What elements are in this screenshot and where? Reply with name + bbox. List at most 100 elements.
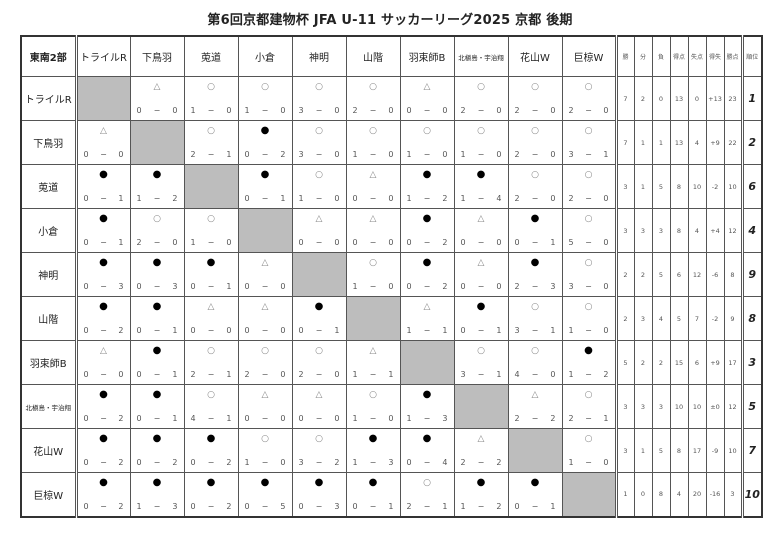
stat-value: 2 (633, 252, 653, 297)
score-separator: − (585, 414, 592, 423)
score-separator: − (531, 194, 539, 203)
goals-against: 1 (280, 194, 286, 203)
match-score: 1 − 2 (137, 194, 178, 203)
goals-against: 3 (172, 501, 178, 511)
goals-against: 0 (334, 194, 340, 203)
match-result-cell: ● 1 − 2 (399, 164, 455, 209)
stat-value: 20 (687, 472, 707, 517)
match-score: 0 − 0 (299, 414, 340, 423)
win-circle-icon: ○ (261, 346, 269, 356)
match-score: 1 − 3 (353, 458, 394, 467)
draw-triangle-icon: △ (369, 214, 377, 224)
match-score: 0 − 1 (353, 502, 394, 511)
goals-for: 0 (136, 106, 142, 115)
match-result-cell: ○ 3 − 2 (291, 428, 347, 473)
goals-for: 0 (83, 370, 89, 379)
goals-for: 2 (568, 414, 574, 423)
loss-dot-icon: ● (152, 433, 162, 444)
match-score: 5 − 0 (569, 238, 609, 247)
stat-header: 得点 (669, 35, 689, 77)
match-score: 0 − 2 (407, 238, 448, 247)
goals-against: 0 (388, 106, 394, 115)
table-row: 羽束師B △ 0−0 ● 0−1 ○ 2−1 ○ 2−0 ○ 2−0 △ 1−1 ○ 3−1 ○ 4−0 ● 1−2… (20, 340, 763, 385)
loss-dot-icon: ● (530, 213, 540, 224)
win-circle-icon: ○ (369, 390, 377, 400)
table-row: 巨椋W ● 0−2 ● 1−3 ● 0−2 ● 0−5 ● 0−3 ● 0−1 ○ 2−1 ● 1−2 ● 0−1 1… (20, 472, 763, 517)
match-result-cell: ○ 2 − 0 (561, 76, 617, 121)
goals-for: 0 (460, 282, 466, 291)
score-separator: − (100, 326, 107, 335)
draw-triangle-icon: △ (261, 258, 269, 268)
match-result-cell: ● 0 − 5 (237, 472, 293, 517)
match-score: 0 − 0 (407, 106, 448, 115)
stat-value: 3 (614, 208, 635, 253)
stat-value: 12 (723, 384, 743, 429)
goals-against: 1 (442, 326, 448, 335)
goals-for: 1 (352, 282, 358, 291)
rank-value: 5 (740, 384, 763, 429)
match-result-cell: ● 0 − 1 (237, 164, 293, 209)
self-match-cell (561, 472, 617, 517)
score-separator: − (153, 501, 161, 511)
score-separator: − (315, 194, 323, 203)
goals-for: 1 (568, 326, 574, 335)
score-separator: − (153, 370, 161, 379)
match-score: 0 − 0 (84, 150, 124, 159)
goals-for: 0 (244, 326, 250, 335)
score-separator: − (153, 326, 161, 335)
match-result-cell: ○ 3 − 1 (507, 296, 563, 341)
match-result-cell: △ 0 − 0 (75, 340, 131, 385)
score-separator: − (207, 150, 215, 159)
match-score: 1 − 0 (461, 150, 502, 159)
score-separator: − (100, 501, 107, 511)
goals-against: 0 (496, 238, 502, 247)
goals-for: 1 (190, 238, 196, 247)
win-circle-icon: ○ (584, 302, 593, 312)
win-circle-icon: ○ (531, 346, 539, 356)
win-circle-icon: ○ (207, 390, 215, 400)
score-separator: − (477, 458, 485, 467)
goals-against: 0 (496, 106, 502, 115)
goals-against: 0 (603, 238, 609, 247)
score-separator: − (315, 150, 323, 159)
score-separator: − (315, 370, 323, 379)
goals-against: 3 (172, 282, 178, 291)
match-result-cell: ○ 2 − 0 (561, 164, 617, 209)
goals-for: 2 (406, 501, 412, 511)
score-separator: − (153, 194, 161, 203)
goals-for: 4 (514, 370, 520, 379)
draw-triangle-icon: △ (261, 302, 269, 312)
score-separator: − (207, 326, 215, 335)
match-result-cell: ○ 2 − 0 (507, 164, 563, 209)
stat-header: 順位 (740, 35, 763, 77)
goals-for: 0 (190, 282, 196, 291)
self-match-cell (399, 340, 455, 385)
match-result-cell: △ 0 − 0 (453, 252, 509, 297)
score-separator: − (369, 458, 377, 467)
loss-dot-icon: ● (99, 389, 108, 400)
match-score: 2 − 0 (515, 150, 556, 159)
score-separator: − (531, 414, 539, 423)
match-score: 2 − 0 (137, 238, 178, 247)
draw-triangle-icon: △ (423, 82, 431, 92)
self-match-cell (507, 428, 563, 473)
goals-against: 0 (442, 106, 448, 115)
score-separator: − (369, 150, 377, 159)
goals-for: 1 (406, 150, 412, 159)
goals-for: 1 (460, 501, 466, 511)
goals-for: 0 (136, 282, 142, 291)
stat-value: 12 (687, 252, 707, 297)
score-separator: − (207, 458, 215, 467)
score-separator: − (369, 501, 377, 511)
match-result-cell: ○ 4 − 0 (507, 340, 563, 385)
goals-for: 0 (352, 194, 358, 203)
stat-value: 1 (633, 164, 653, 209)
score-separator: − (153, 458, 161, 467)
goals-against: 2 (442, 282, 448, 291)
goals-for: 0 (190, 458, 196, 467)
goals-against: 3 (334, 501, 340, 511)
score-separator: − (261, 106, 269, 115)
match-score: 1 − 0 (299, 194, 340, 203)
match-score: 2 − 1 (191, 370, 232, 379)
score-separator: − (423, 501, 431, 511)
